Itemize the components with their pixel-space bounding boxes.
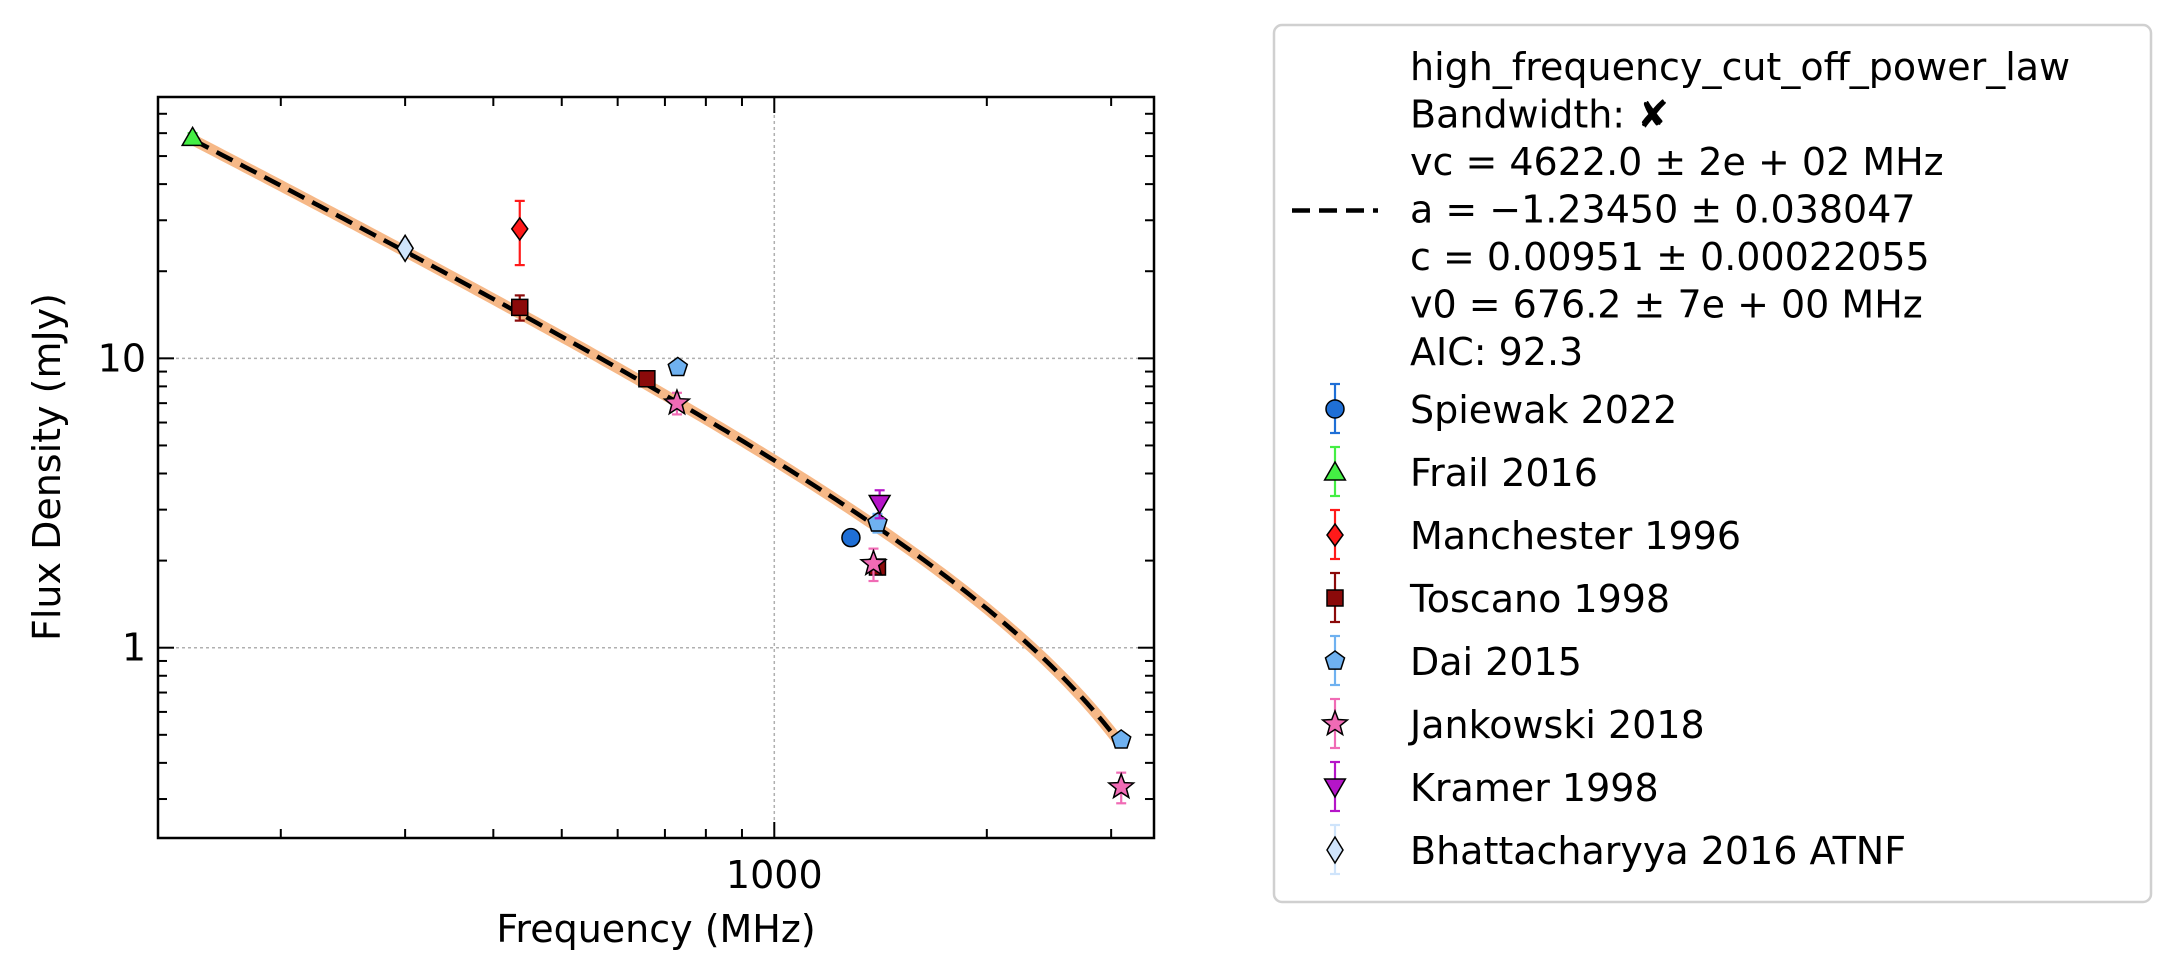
legend-label-spiewak-2022: Spiewak 2022	[1410, 388, 1677, 432]
y-axis-label: Flux Density (mJy)	[25, 293, 69, 641]
legend-fit-text-line: a = −1.23450 ± 0.038047	[1410, 188, 1916, 232]
legend-marker-kramer-1998	[1323, 778, 1347, 799]
data-point-toscano-1998	[638, 370, 656, 388]
data-point-dai-2015	[667, 356, 689, 377]
legend-marker-manchester-1996	[1326, 522, 1344, 548]
axis-ticks	[158, 96, 1154, 838]
legend-fit-text-line: AIC: 92.3	[1410, 330, 1583, 374]
data-point-frail-2016	[180, 125, 205, 147]
legend-box	[1272, 23, 2153, 904]
legend-label-bhattacharyya-2016-atnf: Bhattacharyya 2016 ATNF	[1410, 829, 1906, 873]
data-point-manchester-1996	[510, 216, 529, 242]
legend-label-dai-2015: Dai 2015	[1410, 640, 1582, 684]
data-point-jankowski-2018	[662, 388, 692, 416]
legend-label-jankowski-2018: Jankowski 2018	[1408, 703, 1705, 747]
data-point-toscano-1998	[511, 298, 529, 317]
legend-fit-text-line: vc = 4622.0 ± 2e + 02 MHz	[1410, 140, 1944, 184]
legend-entries: high_frequency_cut_off_power_lawBandwidt…	[1292, 45, 2070, 876]
legend: high_frequency_cut_off_power_lawBandwidt…	[1272, 23, 2153, 904]
data-point-bhattacharyya-2016-atnf	[396, 233, 415, 263]
legend-label-manchester-1996: Manchester 1996	[1410, 514, 1741, 558]
grid-lines	[158, 97, 1154, 838]
legend-marker-bhattacharyya-2016-atnf	[1326, 835, 1344, 865]
data-point-kramer-1998	[867, 494, 892, 516]
data-point-jankowski-2018	[1106, 771, 1136, 800]
legend-label-toscano-1998: Toscano 1998	[1409, 577, 1670, 621]
fit-curve-layer	[190, 134, 1126, 749]
legend-label-frail-2016: Frail 2016	[1410, 451, 1598, 495]
data-points-layer	[180, 125, 1136, 805]
tick-labels: 1000 1 10	[98, 336, 823, 897]
legend-label-kramer-1998: Kramer 1998	[1410, 766, 1659, 810]
x-tick-label: 1000	[726, 853, 823, 897]
legend-marker-frail-2016	[1323, 460, 1347, 481]
fit-uncertainty-band	[190, 134, 1126, 749]
fit-curve	[191, 137, 1123, 747]
data-point-dai-2015	[867, 511, 888, 532]
data-point-dai-2015	[1110, 729, 1132, 749]
legend-marker-dai-2015	[1324, 650, 1346, 670]
y-tick-label: 1	[122, 626, 146, 670]
y-tick-label: 10	[98, 336, 146, 380]
data-point-spiewak-2022	[841, 527, 861, 548]
legend-fit-text-line: v0 = 676.2 ± 7e + 00 MHz	[1410, 283, 1923, 327]
legend-fit-text-line: high_frequency_cut_off_power_law	[1410, 45, 2070, 89]
legend-marker-spiewak-2022	[1325, 399, 1345, 419]
legend-fit-text-line: Bandwidth: ✘	[1410, 93, 1669, 137]
data-point-jankowski-2018	[859, 548, 888, 577]
plot-frame	[156, 95, 1156, 840]
legend-fit-text-line: c = 0.00951 ± 0.00022055	[1410, 235, 1930, 279]
x-axis-label: Frequency (MHz)	[496, 907, 815, 951]
legend-marker-jankowski-2018	[1320, 708, 1350, 737]
legend-marker-toscano-1998	[1326, 589, 1344, 607]
